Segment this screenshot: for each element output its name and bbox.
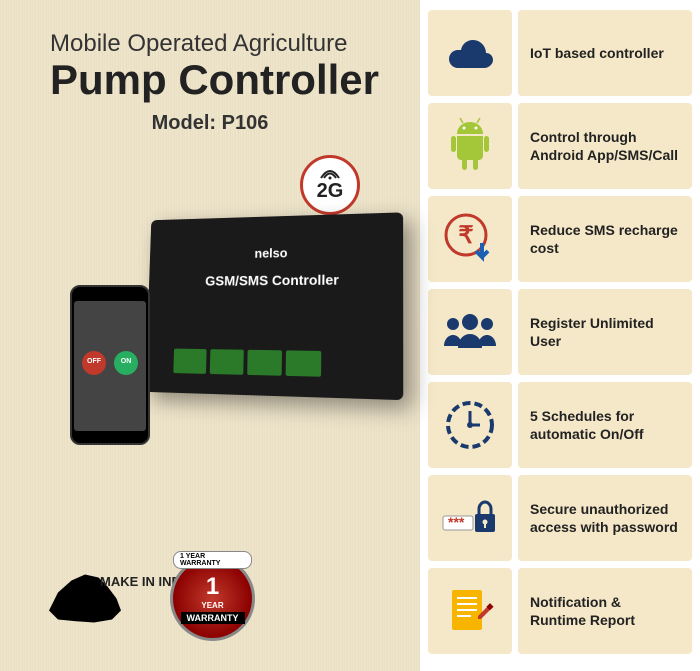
- warranty-label: WARRANTY: [181, 612, 245, 624]
- svg-text:₹: ₹: [458, 222, 473, 249]
- feature-text: IoT based controller: [530, 44, 664, 62]
- heading-title: Pump Controller: [50, 56, 400, 104]
- feature-text-box: Notification & Runtime Report: [518, 568, 692, 654]
- model-number: Model: P106: [20, 112, 400, 135]
- feature-text: 5 Schedules for automatic On/Off: [530, 407, 680, 443]
- device-box: nelso GSM/SMS Controller: [145, 212, 403, 400]
- badge-2g: 2G: [300, 155, 360, 215]
- phone-on-button: ON: [114, 351, 138, 375]
- device-label: GSM/SMS Controller: [149, 271, 403, 289]
- clock-icon: [428, 382, 512, 468]
- lock-icon: ***: [428, 475, 512, 561]
- feature-text-box: Register Unlimited User: [518, 289, 692, 375]
- report-icon: [428, 568, 512, 654]
- badge-2g-text: 2G: [317, 180, 344, 203]
- product-image-area: 2G nelso GSM/SMS Controller OFF ON: [20, 165, 400, 495]
- feature-text-box: Control through Android App/SMS/Call: [518, 103, 692, 189]
- feature-row: ₹ Reduce SMS recharge cost: [428, 196, 692, 282]
- feature-row: IoT based controller: [428, 10, 692, 96]
- feature-row: 5 Schedules for automatic On/Off: [428, 382, 692, 468]
- heading-subtitle: Mobile Operated Agriculture: [50, 30, 400, 58]
- feature-text: Secure unauthorized access with password: [530, 500, 680, 536]
- warranty-number: 1: [206, 573, 219, 601]
- feature-text-box: IoT based controller: [518, 10, 692, 96]
- phone-off-button: OFF: [82, 351, 106, 375]
- feature-text: Register Unlimited User: [530, 314, 680, 350]
- make-in-india-badge: MAKE IN INDIA: [40, 569, 130, 629]
- warranty-year: YEAR: [201, 601, 223, 610]
- product-panel: Mobile Operated Agriculture Pump Control…: [0, 0, 420, 671]
- cloud-icon: [428, 10, 512, 96]
- terminal-blocks: [173, 349, 321, 377]
- feature-text: Control through Android App/SMS/Call: [530, 128, 680, 164]
- wifi-icon: [319, 168, 341, 180]
- features-panel: IoT based controller Control through And…: [420, 0, 700, 671]
- feature-text-box: Secure unauthorized access with password: [518, 475, 692, 561]
- bottom-badges: MAKE IN INDIA 1 YEAR WARRANTY 1 YEAR WAR…: [40, 556, 255, 641]
- device-brand: nelso: [150, 212, 403, 262]
- android-icon: [428, 103, 512, 189]
- warranty-top-text: 1 YEAR WARRANTY: [173, 551, 252, 569]
- feature-text-box: 5 Schedules for automatic On/Off: [518, 382, 692, 468]
- phone-mockup: OFF ON: [70, 285, 150, 445]
- feature-text: Reduce SMS recharge cost: [530, 221, 680, 257]
- feature-row: Register Unlimited User: [428, 289, 692, 375]
- users-icon: [428, 289, 512, 375]
- feature-row: Control through Android App/SMS/Call: [428, 103, 692, 189]
- feature-text-box: Reduce SMS recharge cost: [518, 196, 692, 282]
- feature-text: Notification & Runtime Report: [530, 593, 680, 629]
- phone-screen: OFF ON: [74, 301, 146, 431]
- rupee-icon: ₹: [428, 196, 512, 282]
- warranty-badge: 1 YEAR WARRANTY 1 YEAR WARRANTY: [170, 556, 255, 641]
- svg-text:***: ***: [448, 514, 465, 530]
- feature-row: Notification & Runtime Report: [428, 568, 692, 654]
- feature-row: *** Secure unauthorized access with pass…: [428, 475, 692, 561]
